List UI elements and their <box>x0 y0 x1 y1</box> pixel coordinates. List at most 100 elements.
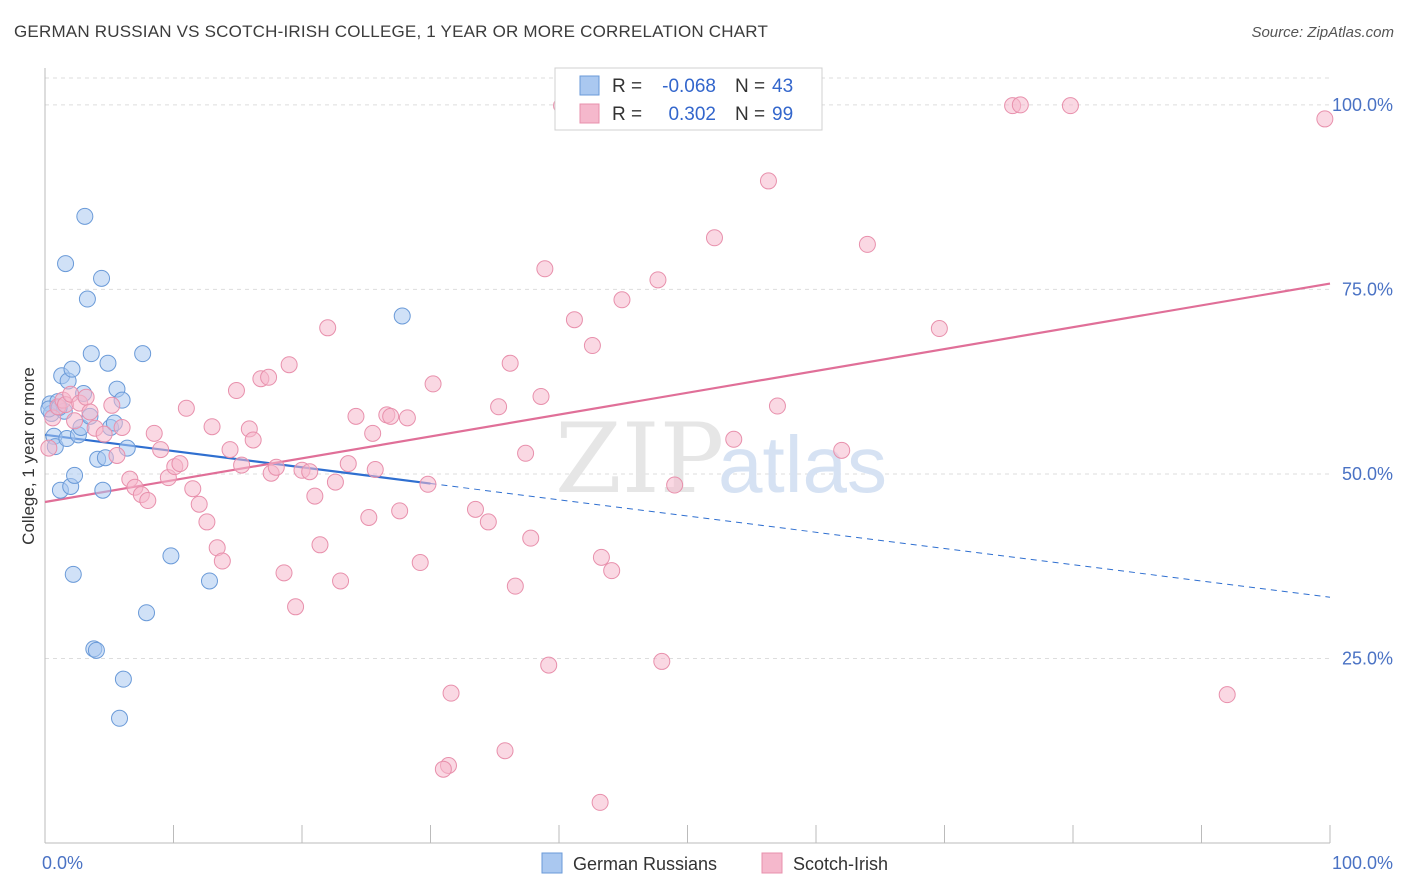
point-scotch-irish-79 <box>592 548 610 566</box>
legend-r-label-2: R = <box>612 104 642 125</box>
correlation-legend: R = -0.068 N = 43 R = 0.302 N = 99 <box>554 67 823 131</box>
point-scotch-irish-89 <box>768 397 786 415</box>
point-scotch-irish-63 <box>434 760 452 778</box>
point-scotch-irish-86 <box>705 229 723 247</box>
point-scotch-irish-98 <box>496 742 514 760</box>
point-scotch-irish-6 <box>66 412 84 430</box>
point-scotch-irish-28 <box>203 418 221 436</box>
point-scotch-irish-83 <box>649 271 667 289</box>
point-scotch-irish-96 <box>1218 686 1236 704</box>
chart-title: GERMAN RUSSIAN VS SCOTCH-IRISH COLLEGE, … <box>14 22 769 41</box>
chart-source: Source: ZipAtlas.com <box>1251 24 1394 41</box>
point-scotch-irish-24 <box>177 399 195 417</box>
bottom-legend-label-german-russians: German Russians <box>573 854 717 874</box>
point-scotch-irish-18 <box>139 492 157 510</box>
legend-n-label-1: N = <box>735 76 765 97</box>
point-german-russians-34 <box>114 670 132 688</box>
point-german-russians-38 <box>162 547 180 565</box>
point-scotch-irish-55 <box>382 407 400 425</box>
y-tick-label-50: 50.0% <box>1342 464 1393 484</box>
point-scotch-irish-65 <box>479 513 497 531</box>
point-scotch-irish-58 <box>411 554 429 572</box>
point-german-russians-36 <box>134 345 152 363</box>
point-scotch-irish-42 <box>287 598 305 616</box>
series-legend: German Russians Scotch-Irish <box>541 852 888 874</box>
watermark-atlas: atlas <box>718 420 887 509</box>
point-german-russians-26 <box>94 481 112 499</box>
point-scotch-irish-49 <box>332 572 350 590</box>
point-german-russians-39 <box>200 572 218 590</box>
point-german-russians-13 <box>64 565 82 583</box>
legend-n-value-2: 99 <box>772 104 793 125</box>
point-scotch-irish-97 <box>1316 110 1334 128</box>
legend-r-value-2: 0.302 <box>668 104 716 125</box>
point-scotch-irish-45 <box>306 487 324 505</box>
point-scotch-irish-46 <box>311 536 329 554</box>
point-german-russians-40 <box>393 307 411 325</box>
point-scotch-irish-66 <box>490 398 508 416</box>
point-scotch-irish-56 <box>391 502 409 520</box>
point-scotch-irish-69 <box>517 444 535 462</box>
point-german-russians-37 <box>138 604 156 622</box>
point-scotch-irish-11 <box>95 425 113 443</box>
point-scotch-irish-44 <box>301 463 319 481</box>
grid-lines <box>45 77 1330 659</box>
y-tick-label-100: 100.0% <box>1332 95 1393 115</box>
point-scotch-irish-0 <box>40 439 58 457</box>
legend-n-value-1: 43 <box>772 76 793 97</box>
point-scotch-irish-90 <box>833 441 851 459</box>
x-tick-label-end: 100.0% <box>1332 853 1393 873</box>
point-german-russians-28 <box>99 354 117 372</box>
point-scotch-irish-100 <box>366 461 384 479</box>
point-scotch-irish-33 <box>233 456 251 474</box>
legend-r-label-1: R = <box>612 76 642 97</box>
point-scotch-irish-87 <box>725 430 743 448</box>
point-scotch-irish-94 <box>1011 96 1029 114</box>
point-scotch-irish-78 <box>583 337 601 355</box>
point-german-russians-8 <box>57 255 75 273</box>
point-scotch-irish-52 <box>360 509 378 526</box>
point-scotch-irish-64 <box>466 500 484 518</box>
point-scotch-irish-39 <box>267 458 285 476</box>
point-scotch-irish-32 <box>227 382 245 400</box>
point-scotch-irish-95 <box>1061 97 1079 115</box>
point-german-russians-14 <box>66 466 84 484</box>
point-german-russians-23 <box>87 641 105 659</box>
point-scotch-irish-13 <box>108 447 126 464</box>
point-scotch-irish-73 <box>540 656 558 674</box>
point-scotch-irish-91 <box>858 235 876 253</box>
point-scotch-irish-67 <box>501 354 519 372</box>
watermark: ZIP atlas <box>555 403 887 515</box>
y-axis-title: College, 1 year or more <box>19 367 38 545</box>
point-scotch-irish-27 <box>198 513 216 531</box>
point-scotch-irish-48 <box>326 473 344 491</box>
point-scotch-irish-12 <box>103 396 121 414</box>
point-scotch-irish-61 <box>442 684 460 702</box>
point-scotch-irish-77 <box>565 311 583 329</box>
legend-swatch-scotch-irish <box>579 103 600 124</box>
bottom-legend-swatch-scotch-irish <box>761 852 783 874</box>
point-scotch-irish-99 <box>591 793 609 811</box>
point-scotch-irish-47 <box>319 319 337 337</box>
point-scotch-irish-81 <box>613 291 631 309</box>
point-scotch-irish-57 <box>398 409 416 427</box>
watermark-zip: ZIP <box>555 403 724 515</box>
point-german-russians-18 <box>76 207 94 225</box>
point-scotch-irish-72 <box>536 260 554 278</box>
point-german-russians-25 <box>93 269 111 287</box>
y-tick-label-75: 75.0% <box>1342 279 1393 299</box>
point-scotch-irish-30 <box>213 552 231 570</box>
point-scotch-irish-53 <box>364 424 382 442</box>
point-scotch-irish-85 <box>666 476 684 494</box>
point-german-russians-19 <box>78 290 96 308</box>
point-scotch-irish-51 <box>347 407 365 425</box>
point-scotch-irish-20 <box>152 441 170 459</box>
bottom-legend-swatch-german-russians <box>541 852 563 874</box>
tick-labels: 25.0% 50.0% 75.0% 100.0% 0.0% 100.0% <box>42 95 1393 873</box>
point-scotch-irish-60 <box>424 375 442 393</box>
point-scotch-irish-9 <box>81 403 99 421</box>
point-scotch-irish-71 <box>532 387 550 405</box>
point-scotch-irish-50 <box>339 455 357 473</box>
point-german-russians-32 <box>111 709 129 727</box>
point-scotch-irish-26 <box>190 495 208 513</box>
